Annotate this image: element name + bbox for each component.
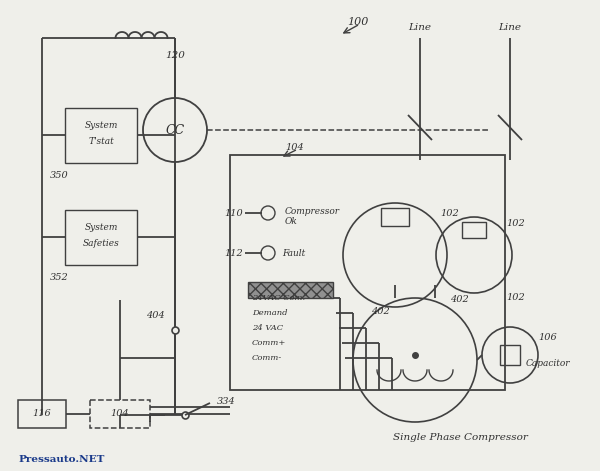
Bar [230,155,505,390]
Bar [65,108,137,163]
Text: 24 VAC: 24 VAC [252,324,283,332]
Text: 334: 334 [217,397,236,406]
Text: Compressor: Compressor [285,206,340,216]
Text: System: System [85,122,118,130]
Text: 350: 350 [50,171,69,180]
Text: 116: 116 [32,409,52,419]
Text: Safeties: Safeties [83,238,119,247]
Text: 104: 104 [110,409,130,419]
Text: 402: 402 [371,308,389,317]
Text: Pressauto.NET: Pressauto.NET [18,455,104,464]
Text: Capacitor: Capacitor [526,358,570,367]
Bar [462,222,486,238]
Text: 112: 112 [224,249,243,258]
Bar [18,400,66,428]
Text: CC: CC [166,123,185,137]
Text: System: System [85,224,118,233]
Text: Comm+: Comm+ [252,339,286,347]
Text: 352: 352 [50,274,69,283]
Text: Ok: Ok [285,218,298,227]
Text: 102: 102 [506,219,526,227]
Bar [248,282,333,298]
Text: 102: 102 [506,292,526,301]
Text: T'stat: T'stat [88,137,114,146]
Bar [90,400,150,428]
Text: Line: Line [499,24,521,32]
Text: 402: 402 [449,295,469,304]
Text: Line: Line [409,24,431,32]
Text: Fault: Fault [282,249,305,258]
Bar [381,208,409,226]
Bar [65,210,137,265]
Text: Demand: Demand [252,309,287,317]
Text: 104: 104 [286,144,304,153]
Text: 404: 404 [146,310,164,319]
Text: 24VAC Com.: 24VAC Com. [252,294,305,302]
Text: 100: 100 [347,17,368,27]
Text: Comm-: Comm- [252,354,282,362]
Text: Single Phase Compressor: Single Phase Compressor [392,433,527,442]
Text: 120: 120 [165,50,185,59]
Text: 110: 110 [224,209,243,218]
Text: 102: 102 [440,209,460,218]
Bar [500,345,520,365]
Text: 106: 106 [539,333,557,341]
